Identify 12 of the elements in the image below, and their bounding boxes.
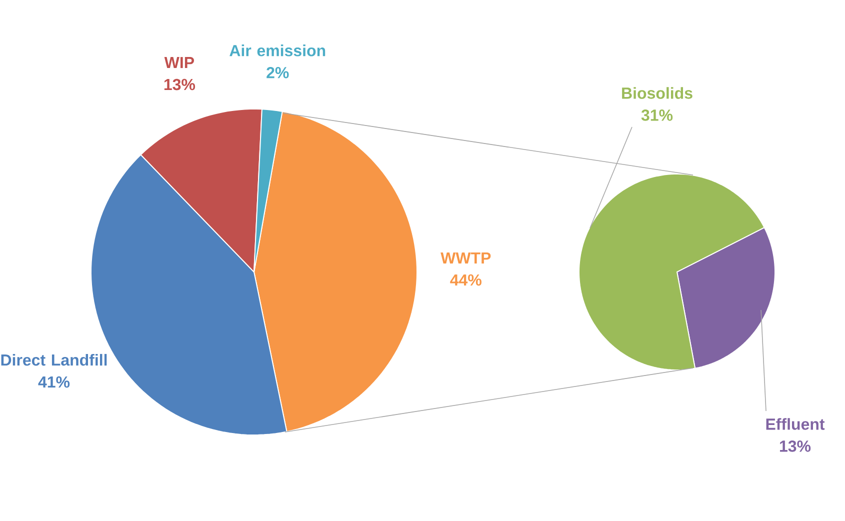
slice-label: Effluent	[766, 418, 825, 430]
slice-label: WWTP	[440, 252, 491, 264]
slice-label: Direct Landfill	[1, 354, 107, 366]
data-label: 13%	[164, 78, 196, 90]
slice-label: Biosolids	[622, 87, 692, 99]
slice-label: Air emission	[230, 44, 326, 56]
data-label: 13%	[780, 440, 811, 452]
data-label: 31%	[641, 110, 673, 121]
data-label: 44%	[450, 274, 482, 286]
data-label: 2%	[266, 66, 289, 78]
slice-label: WIP	[164, 57, 194, 68]
data-label: 41%	[38, 376, 70, 388]
